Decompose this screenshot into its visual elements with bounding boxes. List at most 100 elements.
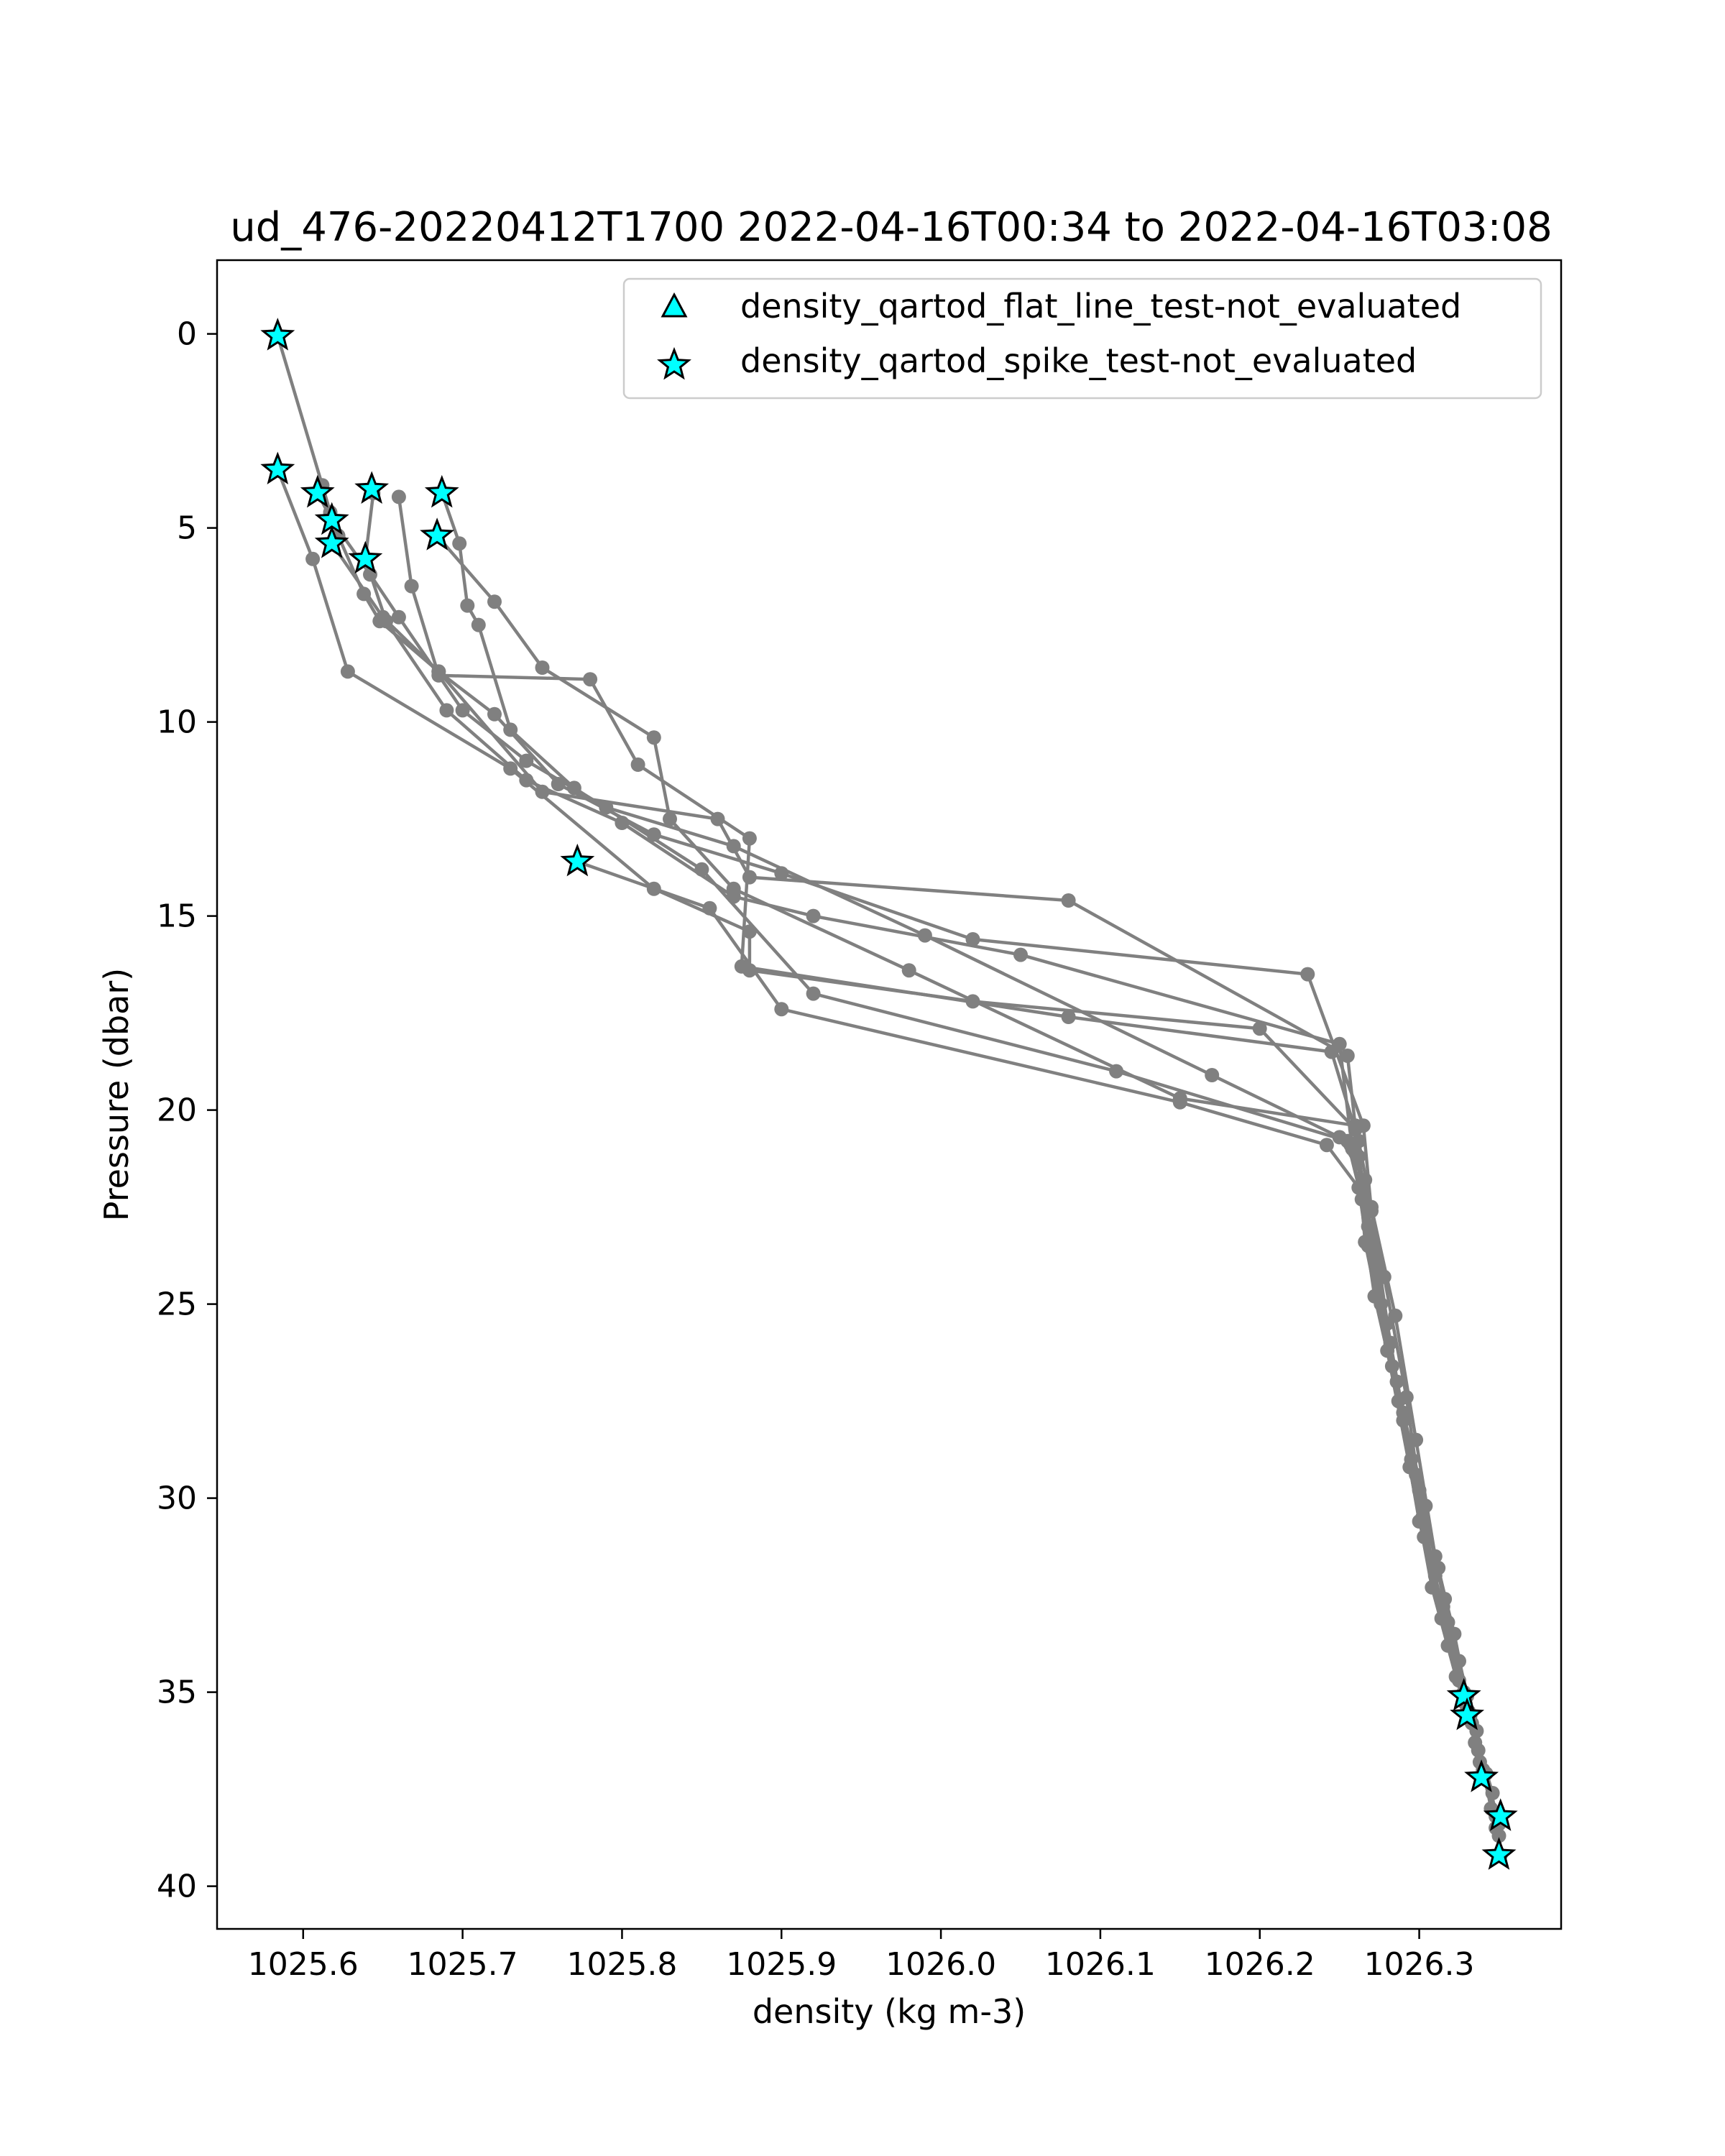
- flagged-series: [260, 318, 1518, 1870]
- legend-entry-spike: density_qartod_spike_test-not_evaluated: [657, 341, 1417, 380]
- profile-point: [1013, 947, 1028, 962]
- profile-point: [487, 594, 502, 609]
- spike-test-star-point: [260, 451, 295, 484]
- profile-series: [434, 486, 1476, 1719]
- x-tick-label: 1025.9: [726, 1946, 837, 1983]
- profiles-layer: [270, 328, 1508, 1863]
- profile-point: [431, 668, 446, 683]
- legend-label-flat-line: density_qartod_flat_line_test-not_evalua…: [740, 287, 1461, 326]
- profile-point: [439, 703, 454, 718]
- spike-test-star-point: [348, 540, 383, 574]
- profile-point: [663, 811, 677, 826]
- spike-test-star-point: [1464, 1759, 1499, 1792]
- spike-test-star-point: [1483, 1798, 1518, 1831]
- profile-point: [901, 963, 916, 978]
- profile-point: [1391, 1393, 1406, 1409]
- profile-point: [1300, 967, 1315, 982]
- profile-line: [576, 860, 1466, 1693]
- spike-test-star-point: [354, 471, 390, 504]
- profile-line: [436, 534, 1498, 1829]
- star-marker-icon: [657, 346, 691, 380]
- y-tick-label: 20: [157, 1092, 197, 1129]
- spike-test-star-point: [420, 517, 455, 550]
- profile-line: [276, 469, 1498, 1818]
- profile-point: [630, 757, 645, 772]
- profile-point: [391, 489, 406, 505]
- profile-point: [742, 870, 757, 885]
- profile-point: [1367, 1289, 1382, 1304]
- profile-point: [1340, 1133, 1355, 1148]
- profile-point: [1348, 1118, 1363, 1133]
- profile-point: [1409, 1432, 1424, 1447]
- profile-point: [806, 908, 821, 923]
- profile-point: [1319, 1138, 1334, 1153]
- profile-point: [742, 831, 757, 846]
- profile-point: [774, 1002, 789, 1017]
- y-tick-label: 40: [157, 1869, 197, 1905]
- y-axis: 0 5 10 15 20 25 30 35 40: [157, 316, 217, 1905]
- y-tick-label: 15: [157, 898, 197, 935]
- profile-point: [806, 986, 821, 1001]
- x-tick-label: 1026.2: [1205, 1946, 1315, 1983]
- profile-point: [1412, 1514, 1427, 1529]
- profile-point: [503, 722, 518, 737]
- profile-point: [404, 579, 419, 594]
- x-tick-label: 1025.7: [408, 1946, 518, 1983]
- legend-label-spike: density_qartod_spike_test-not_evaluated: [740, 341, 1417, 380]
- y-axis-label: Pressure (dbar): [97, 968, 136, 1221]
- y-tick-label: 5: [177, 510, 197, 547]
- profile-point: [646, 730, 661, 745]
- profile-point: [535, 660, 550, 675]
- legend-box: [622, 277, 1542, 400]
- profile-point: [734, 959, 749, 974]
- profile-point: [1205, 1068, 1220, 1082]
- profile-point: [305, 551, 321, 566]
- x-tick-label: 1025.6: [248, 1946, 359, 1983]
- profile-point: [702, 900, 717, 916]
- spike-test-star-point: [560, 843, 595, 877]
- chart-title: ud_476-20220412T1700 2022-04-16T00:34 to…: [230, 204, 1552, 251]
- legend-entry-flat-line: density_qartod_flat_line_test-not_evalua…: [661, 287, 1461, 326]
- y-tick-label: 0: [177, 316, 197, 353]
- profile-series: [430, 528, 1504, 1835]
- profile-point: [1364, 1199, 1379, 1215]
- profile-point: [583, 672, 598, 687]
- y-tick-label: 25: [157, 1286, 197, 1323]
- profile-point: [1061, 1010, 1076, 1024]
- spike-test-star-point: [260, 318, 295, 351]
- profile-point: [452, 536, 467, 551]
- y-tick-label: 35: [157, 1674, 197, 1711]
- profile-point: [379, 614, 394, 629]
- x-tick-label: 1026.0: [886, 1946, 996, 1983]
- profile-point: [340, 664, 355, 679]
- profile-point: [1340, 1049, 1355, 1063]
- triangle-marker-icon: [661, 292, 688, 318]
- spike-test-star-point: [424, 474, 459, 508]
- plot-frame: [216, 259, 1563, 1930]
- profile-point: [487, 706, 502, 722]
- profile-point: [1324, 1044, 1339, 1059]
- profile-point: [471, 617, 486, 632]
- profile-point: [1061, 893, 1076, 908]
- spike-test-star-point: [300, 474, 335, 508]
- profile-point: [391, 609, 406, 625]
- profile-point: [726, 881, 741, 896]
- profile-point: [566, 780, 581, 796]
- profile-point: [1418, 1498, 1433, 1514]
- profile-point: [1471, 1743, 1486, 1758]
- profile-point: [1388, 1308, 1403, 1323]
- profile-point: [965, 932, 980, 946]
- legend: density_qartod_flat_line_test-not_evalua…: [622, 277, 1542, 400]
- y-tick-label: 10: [157, 704, 197, 741]
- profile-point: [455, 703, 470, 718]
- spike-test-star-point: [1481, 1837, 1517, 1870]
- profile-point: [519, 753, 534, 768]
- x-tick-label: 1026.3: [1364, 1946, 1475, 1983]
- flagged-layer: [260, 318, 1518, 1870]
- profile-line: [316, 492, 1501, 1836]
- profile-series: [310, 486, 1506, 1843]
- x-tick-label: 1026.1: [1045, 1946, 1156, 1983]
- x-axis: 1025.6 1025.7 1025.8 1025.9 1026.0 1026.1 1026…: [248, 1929, 1475, 1983]
- profile-point: [1351, 1180, 1366, 1195]
